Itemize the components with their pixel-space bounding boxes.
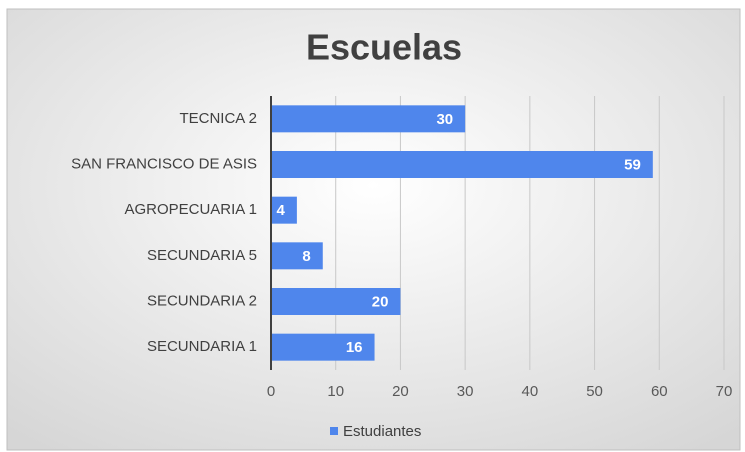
bar xyxy=(271,333,375,361)
x-tick-label: 0 xyxy=(267,383,275,400)
data-label: 20 xyxy=(372,293,389,310)
bar xyxy=(271,196,297,224)
data-label: 59 xyxy=(624,156,641,173)
x-tick-label: 50 xyxy=(586,383,603,400)
bar xyxy=(271,151,653,178)
bar xyxy=(271,288,401,315)
x-tick-label: 10 xyxy=(327,383,344,400)
data-label: 16 xyxy=(346,339,363,356)
chart-background xyxy=(6,8,741,451)
y-tick-label: TECNICA 2 xyxy=(179,110,257,127)
x-tick-label: 60 xyxy=(651,383,668,400)
x-tick-label: 70 xyxy=(716,383,733,400)
legend-swatch xyxy=(330,427,338,435)
chart-title: Escuelas xyxy=(306,27,462,68)
data-label: 8 xyxy=(302,248,310,265)
x-tick-label: 30 xyxy=(457,383,474,400)
y-tick-label: SAN FRANCISCO DE ASIS xyxy=(71,155,257,172)
data-label: 30 xyxy=(436,111,453,128)
legend-label: Estudiantes xyxy=(343,423,421,440)
x-tick-label: 40 xyxy=(522,383,539,400)
y-tick-label: SECUNDARIA 1 xyxy=(147,338,257,355)
data-label: 4 xyxy=(277,202,286,219)
y-tick-label: SECUNDARIA 5 xyxy=(147,247,257,264)
y-tick-label: AGROPECUARIA 1 xyxy=(124,201,257,218)
bar xyxy=(271,242,323,270)
y-tick-label: SECUNDARIA 2 xyxy=(147,292,257,309)
x-tick-label: 20 xyxy=(392,383,409,400)
bar xyxy=(271,105,466,133)
